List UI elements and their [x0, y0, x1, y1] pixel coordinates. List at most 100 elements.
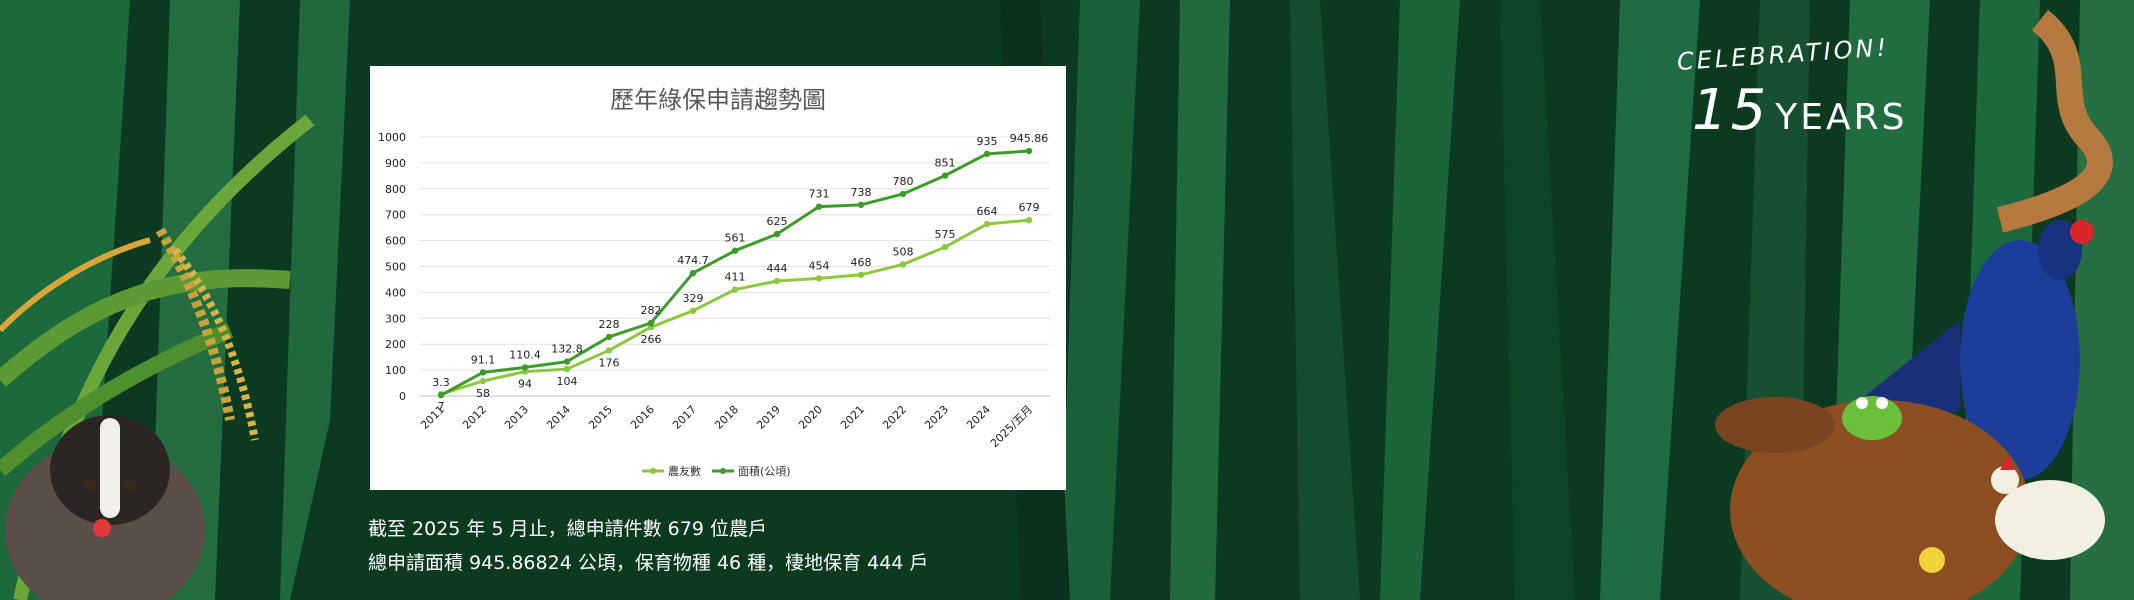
y-tick-label: 1000	[378, 131, 406, 144]
chart-legend[interactable]: 農友數 面積(公頃)	[642, 464, 791, 478]
data-point	[731, 286, 739, 293]
x-tick-label: 2022	[880, 403, 909, 432]
data-point	[479, 377, 487, 385]
data-point	[689, 307, 697, 314]
data-point	[815, 275, 823, 282]
data-label: 110.4	[509, 348, 541, 361]
data-point	[899, 261, 907, 268]
data-point	[857, 201, 865, 209]
data-label: 104	[557, 375, 578, 388]
legend-label: 面積(公頃)	[738, 464, 791, 478]
x-tick-label: 2012	[460, 403, 489, 432]
y-tick-label: 0	[399, 390, 406, 403]
badger-illustration	[5, 415, 205, 600]
x-tick-label: 2015	[586, 403, 615, 432]
data-label: 679	[1019, 201, 1040, 214]
data-label: 58	[476, 387, 490, 400]
chart-title: 歷年綠保申請趨勢圖	[610, 86, 826, 114]
y-tick-label: 500	[385, 261, 406, 274]
legend-marker	[720, 468, 726, 474]
trend-chart-card: 歷年綠保申請趨勢圖 0 100 200 300 400 500 600 700 800 900 10…	[370, 66, 1066, 490]
data-point	[437, 391, 445, 399]
anniversary-logo: CELEBRATION! 15 YEARS	[1676, 33, 1908, 143]
data-point	[563, 358, 571, 365]
anniversary-years: 15 YEARS	[1692, 78, 1908, 143]
x-tick-label: 2021	[838, 403, 867, 432]
summary-caption: 截至 2025 年 5 月止，總申請件數 679 位農戶 總申請面積 945.8…	[368, 512, 1068, 580]
legend-marker	[650, 468, 656, 474]
data-point	[941, 172, 949, 179]
x-axis-ticks: 2011 2012 2013 2014 2015 2016 2017 2018 2019 2020…	[418, 403, 1035, 450]
data-point	[983, 150, 991, 158]
data-point	[731, 247, 739, 254]
data-label: 664	[977, 205, 998, 218]
x-tick-label: 2014	[544, 403, 573, 432]
x-tick-label: 2016	[628, 403, 657, 432]
x-tick-label: 2017	[670, 403, 699, 432]
y-tick-label: 400	[385, 286, 406, 299]
data-label: 575	[935, 228, 956, 241]
data-point	[983, 220, 991, 228]
data-point	[1025, 147, 1033, 155]
x-tick-label: 2018	[712, 403, 741, 432]
data-label: 411	[725, 271, 746, 284]
data-point	[857, 271, 865, 278]
data-label: 329	[683, 292, 704, 305]
data-label: 132.8	[551, 343, 583, 356]
data-point	[689, 269, 697, 277]
chart-series	[437, 147, 1033, 399]
data-point	[899, 190, 907, 198]
data-label: 561	[725, 232, 746, 245]
data-label: 780	[893, 175, 914, 188]
data-label: 282	[641, 304, 662, 317]
summary-line-1: 截至 2025 年 5 月止，總申請件數 679 位農戶	[368, 518, 767, 540]
legend-label: 農友數	[668, 464, 701, 478]
x-tick-label: 2024	[964, 403, 993, 432]
data-label: 228	[599, 318, 620, 331]
summary-line-2: 總申請面積 945.86824 公頃，保育物種 46 種，棲地保育 444 戶	[368, 552, 929, 574]
anniversary-number: 15	[1692, 78, 1770, 143]
data-label: 508	[893, 245, 914, 258]
y-tick-label: 300	[385, 312, 406, 325]
data-label: 91.1	[471, 353, 496, 366]
data-label: 94	[518, 378, 532, 391]
data-label: 935	[977, 135, 998, 148]
data-label: 444	[767, 262, 788, 275]
data-point	[647, 319, 655, 327]
x-tick-label: 2013	[502, 403, 531, 432]
x-tick-label: 2019	[754, 403, 783, 432]
chart-data-labels: 7 58 94 104 176 266 329 411 444 454 468 508 575 664 67…	[432, 132, 1048, 413]
data-point	[1025, 216, 1033, 224]
x-tick-label: 2020	[796, 403, 825, 432]
data-point	[605, 333, 613, 341]
y-tick-label: 200	[385, 338, 406, 351]
data-point	[773, 277, 781, 285]
data-label: 266	[641, 333, 662, 346]
y-tick-label: 600	[385, 235, 406, 248]
data-point	[773, 230, 781, 238]
y-axis-ticks: 0 100 200 300 400 500 600 700 800 900 1000	[378, 131, 406, 403]
data-label: 7	[438, 400, 445, 413]
data-point	[941, 243, 949, 251]
data-label: 468	[851, 256, 872, 269]
x-tick-label: 2025/五月	[988, 403, 1035, 450]
trend-chart: 歷年綠保申請趨勢圖 0 100 200 300 400 500 600 700 800 900 10…	[378, 86, 1050, 478]
data-point	[563, 365, 571, 373]
anniversary-word: YEARS	[1775, 97, 1908, 138]
data-point	[479, 369, 487, 376]
animals-illustration	[1715, 9, 2113, 600]
data-label: 474.7	[677, 254, 709, 267]
data-label: 3.3	[432, 376, 450, 389]
data-label: 738	[851, 186, 872, 199]
data-label: 945.86	[1010, 132, 1049, 145]
data-label: 851	[935, 157, 956, 170]
y-tick-label: 800	[385, 183, 406, 196]
data-point	[815, 203, 823, 210]
y-tick-label: 100	[385, 364, 406, 377]
data-point	[521, 364, 529, 371]
data-label: 454	[809, 259, 830, 272]
data-label: 625	[767, 215, 788, 228]
y-tick-label: 700	[385, 209, 406, 222]
data-label: 731	[809, 188, 830, 201]
y-tick-label: 900	[385, 157, 406, 170]
